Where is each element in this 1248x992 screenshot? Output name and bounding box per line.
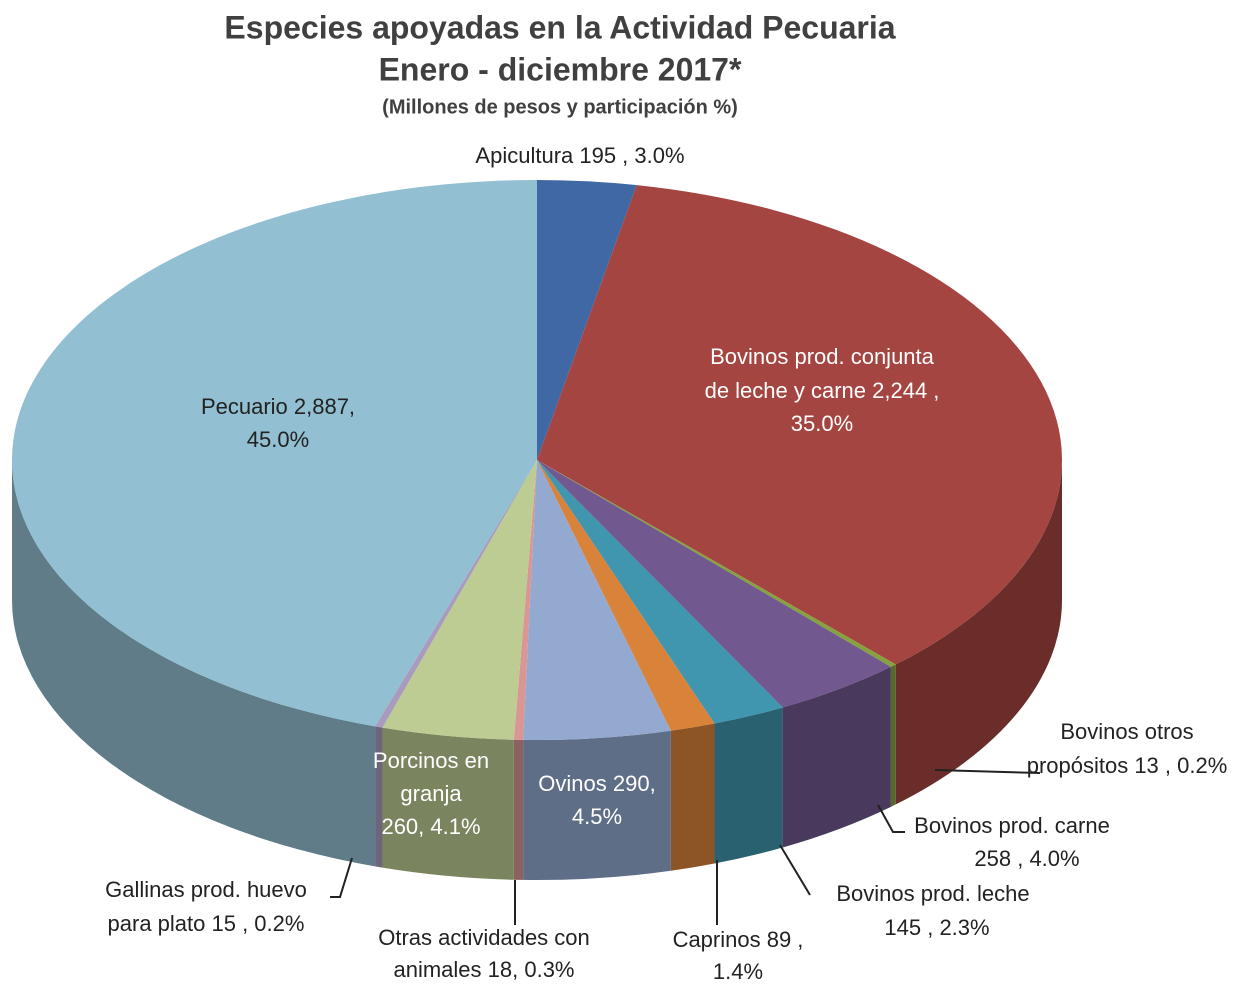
slice [537, 460, 783, 724]
slice-side-shade [382, 727, 514, 880]
chart-title: Especies apoyadas en la Actividad Pecuar… [224, 9, 895, 45]
data-label: 35.0% [791, 411, 853, 436]
slice [382, 460, 537, 740]
slice [537, 185, 1062, 665]
slice [537, 460, 891, 708]
slice-side [714, 707, 783, 864]
data-label: 45.0% [247, 427, 309, 452]
data-label: Bovinos prod. conjunta [710, 344, 935, 369]
slice [537, 460, 896, 667]
chart-subtitle: (Millones de pesos y participación %) [382, 96, 738, 118]
data-label: Otras actividades con [378, 925, 590, 950]
data-label: 260, 4.1% [381, 814, 480, 839]
leader-line [779, 844, 811, 896]
data-label: Bovinos otros [1060, 719, 1193, 744]
slice [513, 460, 537, 740]
slice [375, 460, 537, 728]
slice-side-shade [782, 666, 891, 848]
slice [537, 460, 715, 731]
data-label: propósitos 13 , 0.2% [1027, 753, 1228, 778]
slice-side-shade [375, 726, 383, 868]
leader-line [877, 804, 905, 833]
slice-side [513, 739, 524, 880]
slice-side-shade [523, 730, 671, 880]
data-label: Porcinos en [373, 748, 489, 773]
chart-title: Enero - diciembre 2017* [379, 51, 742, 87]
slice-side [382, 727, 514, 880]
slice-side-shade [895, 460, 1062, 805]
data-label: 4.5% [572, 804, 622, 829]
data-label: Bovinos prod. leche [836, 881, 1029, 906]
data-label: Gallinas prod. huevo [105, 877, 307, 902]
slice-side [895, 460, 1062, 805]
data-label: 258 , 4.0% [974, 846, 1079, 871]
data-label: animales 18, 0.3% [394, 957, 575, 982]
data-label: Pecuario 2,887, [201, 394, 355, 419]
slice-side-shade [890, 664, 896, 807]
data-label: para plato 15 , 0.2% [108, 911, 305, 936]
slice [537, 180, 637, 460]
slice-side-shade [670, 723, 715, 871]
slice [523, 460, 671, 740]
slice-side-shade [12, 460, 376, 867]
slice-side [890, 664, 896, 807]
data-label: de leche y carne 2,244 , [705, 378, 940, 403]
data-label: Bovinos prod. carne [914, 813, 1110, 838]
slice-side-shade [513, 739, 524, 880]
data-label: 145 , 2.3% [884, 915, 989, 940]
leader-line [330, 857, 353, 898]
slice-side [523, 730, 671, 880]
data-label: granja [400, 781, 462, 806]
slice-side [12, 460, 376, 867]
data-label: 1.4% [713, 959, 763, 984]
slice-side [670, 723, 715, 871]
data-label: Ovinos 290, [538, 771, 655, 796]
leader-line [934, 769, 1041, 774]
slice-side-shade [714, 707, 783, 864]
slice-side [782, 666, 891, 848]
data-label: Caprinos 89 , [673, 927, 804, 952]
data-label: Apicultura 195 , 3.0% [475, 143, 684, 168]
slice-side [375, 726, 383, 868]
slice [11, 179, 538, 727]
